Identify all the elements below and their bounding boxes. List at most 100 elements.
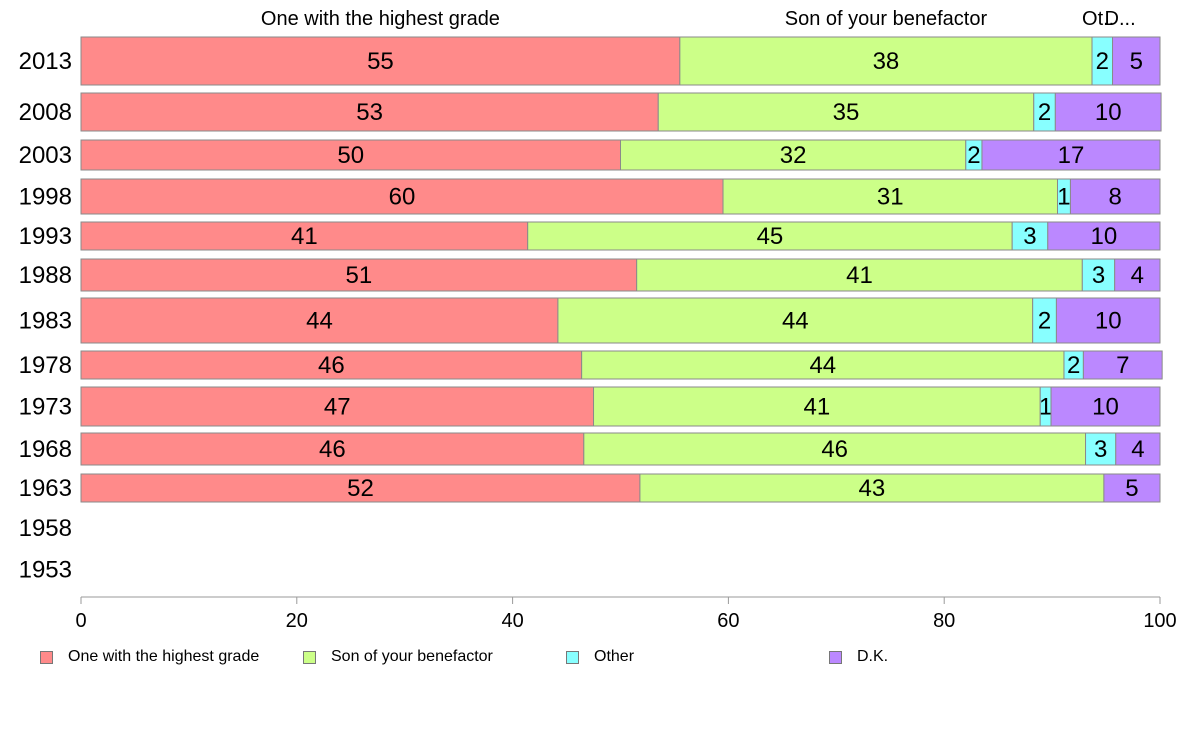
legend-label-highest-grade: One with the highest grade xyxy=(68,648,260,665)
bar-segment xyxy=(657,92,1035,132)
bar-segment xyxy=(80,297,559,344)
legend-item-benefactor: Son of your benefactor xyxy=(303,648,493,666)
data-label: 5 xyxy=(1125,475,1138,502)
data-label: 46 xyxy=(319,436,346,463)
data-label: 43 xyxy=(859,475,886,502)
data-label: 1 xyxy=(1057,184,1070,211)
data-label: 38 xyxy=(873,48,900,75)
legend-label-dk: D.K. xyxy=(857,648,889,665)
data-label: 10 xyxy=(1092,394,1119,421)
top-series-label: One with the highest grade xyxy=(261,8,500,30)
data-label: 55 xyxy=(367,48,394,75)
bar-segment xyxy=(1103,473,1161,503)
bar-segment xyxy=(80,221,529,251)
bar-segment xyxy=(80,473,641,503)
data-label: 8 xyxy=(1109,184,1122,211)
bar-segment xyxy=(981,139,1161,171)
bar-segment xyxy=(80,36,681,86)
data-label: 44 xyxy=(782,308,809,335)
bar-segment xyxy=(80,350,583,380)
bar-segment xyxy=(1050,386,1161,427)
bar-segment xyxy=(557,297,1034,344)
data-label: 2 xyxy=(1067,352,1080,379)
data-label: 50 xyxy=(337,142,364,169)
y-tick-label: 1968 xyxy=(19,436,72,463)
x-tick-label: 80 xyxy=(933,610,955,632)
bar-segment xyxy=(583,432,1087,466)
data-label: 35 xyxy=(833,99,860,126)
data-label: 7 xyxy=(1116,352,1129,379)
bar-segment xyxy=(1082,350,1163,380)
bar-segment xyxy=(80,92,659,132)
bar-segment xyxy=(620,139,967,171)
x-tick-label: 0 xyxy=(75,610,86,632)
bar-segment xyxy=(80,432,585,466)
bar-segment xyxy=(679,36,1093,86)
bar-segment xyxy=(639,473,1105,503)
legend-swatch-other xyxy=(566,650,579,664)
bar-segment xyxy=(1054,92,1162,132)
y-tick-label: 2003 xyxy=(19,142,72,169)
top-series-label: Son of your benefactor xyxy=(785,8,988,30)
data-label: 45 xyxy=(757,223,784,250)
bar-segment xyxy=(80,258,638,292)
x-tick-label: 60 xyxy=(717,610,739,632)
y-tick-label: 1963 xyxy=(19,475,72,502)
bar-segment xyxy=(80,386,595,427)
data-label: 44 xyxy=(306,308,333,335)
x-tick-label: 20 xyxy=(286,610,308,632)
bar-segment xyxy=(80,178,724,215)
top-series-label: Ot.. xyxy=(1082,8,1114,30)
bar-segment xyxy=(1047,221,1161,251)
data-label: 60 xyxy=(389,184,416,211)
y-tick-label: 1998 xyxy=(19,184,72,211)
data-label: 41 xyxy=(291,223,318,250)
data-label: 53 xyxy=(356,99,383,126)
data-label: 41 xyxy=(846,262,873,289)
data-label: 3 xyxy=(1092,262,1105,289)
bar-segment xyxy=(636,258,1083,292)
data-label: 10 xyxy=(1091,223,1118,250)
bar-segment xyxy=(1112,36,1161,86)
data-label: 4 xyxy=(1131,262,1144,289)
top-series-label: D... xyxy=(1105,8,1136,30)
y-tick-label: 1993 xyxy=(19,223,72,250)
data-label: 2 xyxy=(1096,48,1109,75)
legend-item-other: Other xyxy=(566,648,634,666)
data-label: 46 xyxy=(821,436,848,463)
data-label: 51 xyxy=(345,262,372,289)
legend: One with the highest grade Son of your b… xyxy=(0,648,1188,672)
data-label: 31 xyxy=(877,184,904,211)
y-tick-label: 1988 xyxy=(19,262,72,289)
legend-item-dk: D.K. xyxy=(829,648,888,666)
y-tick-label: 2013 xyxy=(19,48,72,75)
legend-swatch-dk xyxy=(829,650,842,664)
data-label: 3 xyxy=(1023,223,1036,250)
data-label: 44 xyxy=(809,352,836,379)
bar-segment xyxy=(1011,221,1049,251)
bar-segment xyxy=(722,178,1058,215)
legend-label-benefactor: Son of your benefactor xyxy=(331,648,493,665)
legend-label-other: Other xyxy=(594,648,635,665)
legend-swatch-benefactor xyxy=(303,650,316,664)
data-label: 46 xyxy=(318,352,345,379)
x-tick-label: 40 xyxy=(501,610,523,632)
bar-segment xyxy=(527,221,1013,251)
y-tick-label: 1978 xyxy=(19,352,72,379)
data-label: 1 xyxy=(1039,394,1052,421)
data-label: 2 xyxy=(1038,308,1051,335)
y-tick-label: 1958 xyxy=(19,515,72,542)
bar-segment xyxy=(1114,258,1161,292)
bar-segment xyxy=(1069,178,1161,215)
data-label: 5 xyxy=(1130,48,1143,75)
data-label: 32 xyxy=(780,142,807,169)
data-label: 4 xyxy=(1131,436,1144,463)
data-label: 41 xyxy=(804,394,831,421)
data-label: 2 xyxy=(967,142,980,169)
bar-segment xyxy=(1115,432,1161,466)
legend-swatch-highest-grade xyxy=(40,650,53,664)
data-label: 52 xyxy=(347,475,374,502)
data-label: 17 xyxy=(1058,142,1085,169)
y-tick-label: 2008 xyxy=(19,99,72,126)
